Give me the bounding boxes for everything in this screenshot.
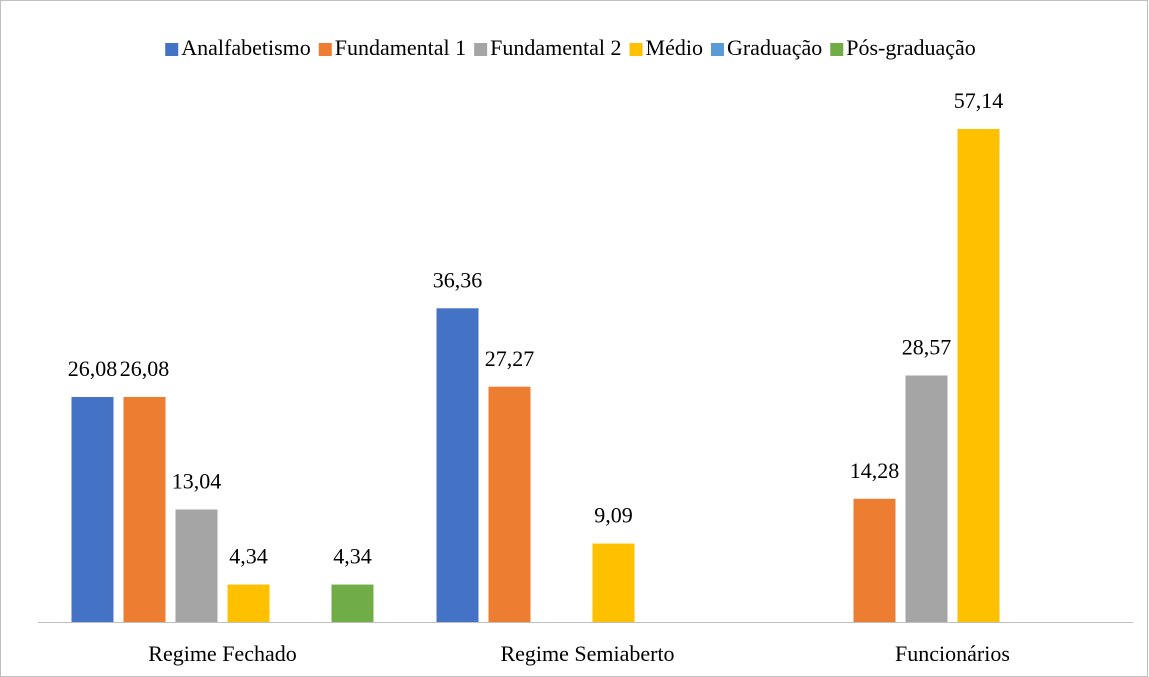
data-label: 4,34 xyxy=(229,544,268,569)
bar xyxy=(71,396,114,622)
data-label: 4,34 xyxy=(333,544,372,569)
bar xyxy=(488,386,531,622)
x-tick-label: Regime Fechado xyxy=(148,641,296,666)
bar xyxy=(905,375,948,622)
bar xyxy=(436,308,479,622)
legend-label: Pós-graduação xyxy=(846,35,976,60)
legend-label: Médio xyxy=(646,35,703,60)
legend-swatch xyxy=(830,43,844,56)
data-label: 9,09 xyxy=(594,503,633,528)
legend-swatch xyxy=(318,43,332,56)
x-tick-label: Funcionários xyxy=(895,641,1010,666)
bar xyxy=(957,128,1000,622)
legend-label: Analfabetismo xyxy=(181,35,311,60)
legend-swatch xyxy=(474,43,488,56)
legend-label: Fundamental 1 xyxy=(335,35,466,60)
data-label: 13,04 xyxy=(172,469,222,494)
data-label: 26,08 xyxy=(68,356,118,381)
bar xyxy=(853,498,896,622)
x-tick-label: Regime Semiaberto xyxy=(500,641,674,666)
bar xyxy=(123,396,166,622)
bar xyxy=(227,584,270,622)
legend-label: Fundamental 2 xyxy=(490,35,621,60)
legend-swatch xyxy=(165,43,179,56)
data-label: 27,27 xyxy=(485,346,535,371)
data-label: 57,14 xyxy=(954,88,1004,113)
bar xyxy=(592,543,635,622)
legend-label: Graduação xyxy=(727,35,822,60)
data-label: 26,08 xyxy=(120,356,170,381)
data-label: 14,28 xyxy=(850,458,900,483)
bar xyxy=(175,509,218,622)
legend-swatch xyxy=(629,43,643,56)
legend-swatch xyxy=(710,43,724,56)
data-label: 28,57 xyxy=(902,335,952,360)
bar xyxy=(331,584,374,622)
data-label: 36,36 xyxy=(433,267,483,292)
